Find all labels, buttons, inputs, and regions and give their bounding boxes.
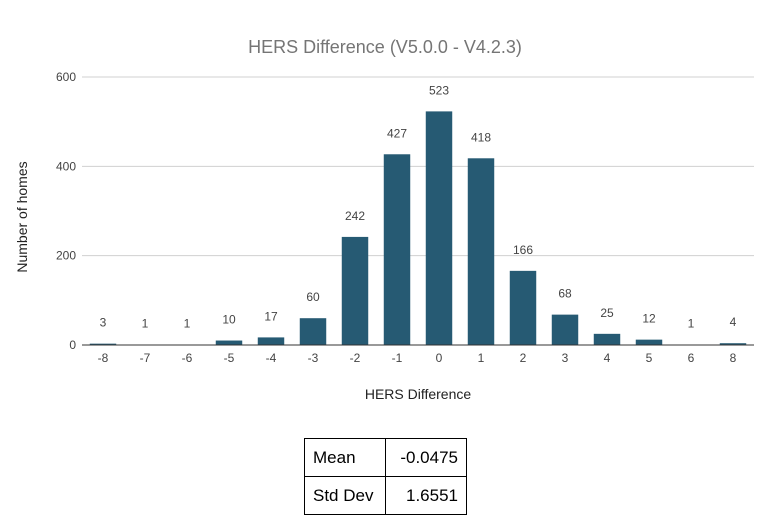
- stats-row-mean: Mean -0.0475: [304, 438, 467, 477]
- bar: [719, 343, 747, 345]
- bar: [299, 318, 327, 345]
- y-axis-label: Number of homes: [14, 161, 30, 272]
- bar-value-label: 523: [429, 83, 449, 97]
- data-labels: 3 1 1 10 17 60 242 427 523 418 166 68 25 12 1 4: [100, 83, 737, 330]
- y-axis-ticks: 0 200 400 600: [56, 70, 76, 352]
- bar: [425, 111, 453, 345]
- x-tick-label: -2: [350, 351, 361, 365]
- bar-value-label: 12: [642, 312, 656, 326]
- x-tick-label: 6: [688, 351, 695, 365]
- x-tick-label: 0: [436, 351, 443, 365]
- bars: [89, 111, 747, 345]
- bar-value-label: 4: [730, 315, 737, 329]
- bar-value-label: 242: [345, 209, 365, 223]
- bar-value-label: 25: [600, 306, 614, 320]
- x-tick-label: -8: [98, 351, 109, 365]
- bar: [551, 314, 579, 345]
- stats-table: Mean -0.0475 Std Dev 1.6551: [304, 438, 467, 515]
- bar-value-label: 1: [184, 317, 191, 331]
- x-tick-label: -6: [182, 351, 193, 365]
- x-tick-label: 5: [646, 351, 653, 365]
- bar: [467, 158, 495, 345]
- bar: [593, 333, 621, 345]
- bar-value-label: 1: [142, 317, 149, 331]
- bar-value-label: 10: [222, 313, 236, 327]
- y-tick-label: 400: [56, 159, 76, 173]
- bar-value-label: 418: [471, 130, 491, 144]
- x-tick-label: -1: [392, 351, 403, 365]
- x-tick-label: -4: [266, 351, 277, 365]
- stats-row-std-dev: Std Dev 1.6551: [304, 476, 467, 515]
- x-tick-label: 2: [520, 351, 527, 365]
- bar-value-label: 68: [558, 287, 572, 301]
- bar-chart: HERS Difference (V5.0.0 - V4.2.3) 020040…: [14, 37, 754, 402]
- x-tick-label: 3: [562, 351, 569, 365]
- x-tick-label: -3: [308, 351, 319, 365]
- x-tick-label: 8: [730, 351, 737, 365]
- stat-value-std-dev: 1.6551: [385, 476, 467, 515]
- bar: [383, 154, 411, 345]
- bar: [341, 236, 369, 345]
- gridlines: [82, 76, 754, 257]
- y-tick-label: 0: [69, 338, 76, 352]
- chart-title: HERS Difference (V5.0.0 - V4.2.3): [248, 37, 522, 57]
- stat-label-mean: Mean: [304, 438, 386, 477]
- x-axis-label: HERS Difference: [365, 386, 472, 402]
- y-tick-label: 200: [56, 249, 76, 263]
- x-tick-label: -5: [224, 351, 235, 365]
- x-tick-label: 1: [478, 351, 485, 365]
- x-tick-label: -7: [140, 351, 151, 365]
- bar-value-label: 17: [264, 309, 278, 323]
- stat-value-mean: -0.0475: [385, 438, 467, 477]
- stat-label-std-dev: Std Dev: [304, 476, 386, 515]
- bar: [509, 270, 537, 345]
- x-axis-ticks: -8 -7 -6 -5 -4 -3 -2 -1 0 1 2 3 4 5 6 8: [98, 351, 737, 365]
- bar-value-label: 60: [306, 290, 320, 304]
- y-tick-label: 600: [56, 70, 76, 84]
- bar-value-label: 1: [688, 317, 695, 331]
- bar-value-label: 166: [513, 243, 533, 257]
- bar: [89, 343, 117, 345]
- bar: [635, 339, 663, 345]
- bar: [215, 340, 243, 345]
- bar: [257, 337, 285, 345]
- bar-value-label: 427: [387, 126, 407, 140]
- x-tick-label: 4: [604, 351, 611, 365]
- bar-value-label: 3: [100, 316, 107, 330]
